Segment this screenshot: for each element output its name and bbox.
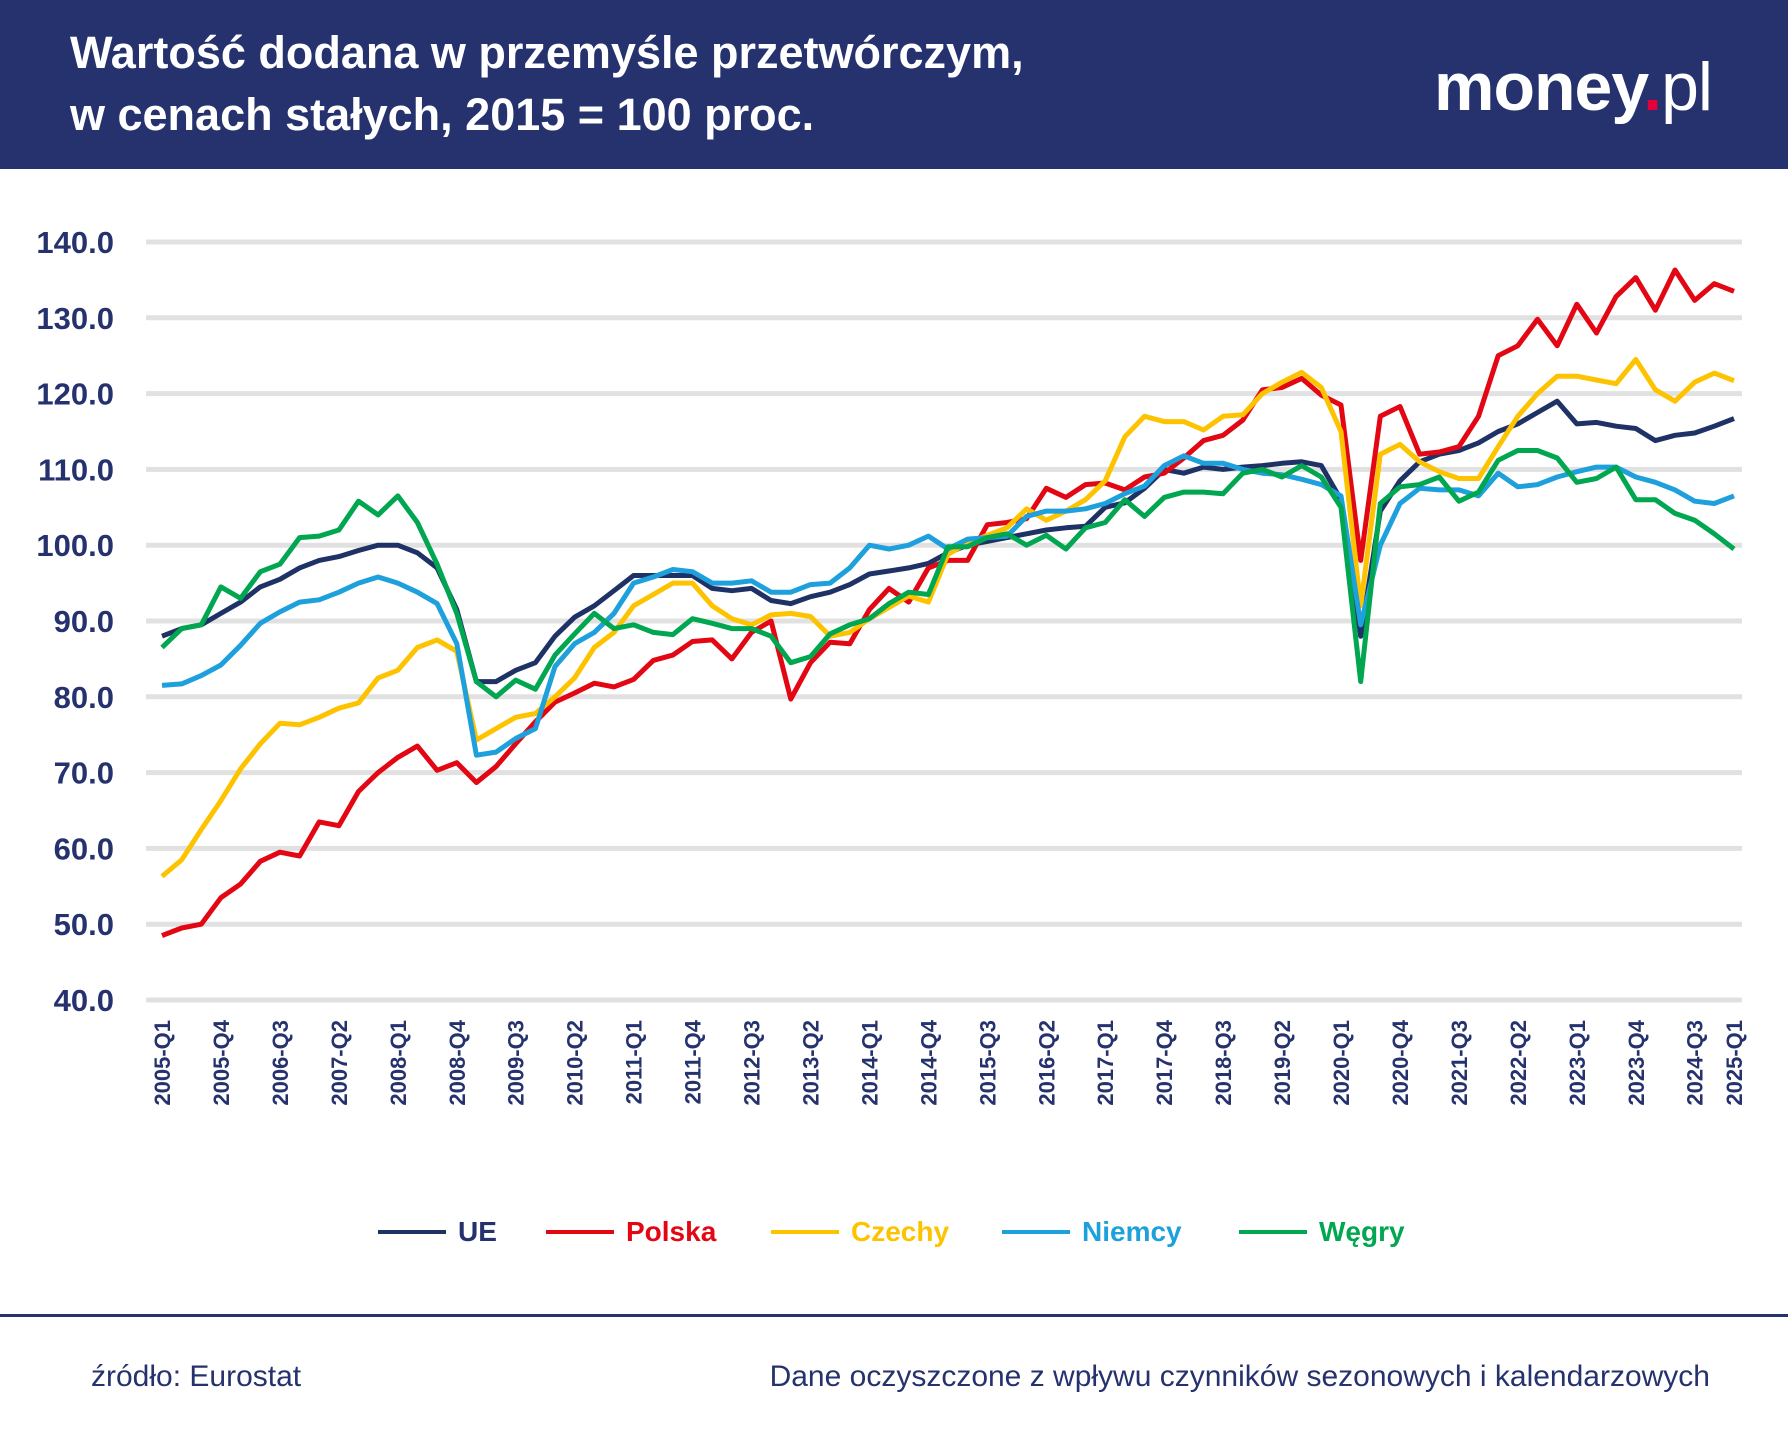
- x-tick-label: 2020-Q4: [1388, 1019, 1413, 1105]
- x-tick-label: 2005-Q1: [150, 1020, 175, 1106]
- x-tick-label: 2025-Q1: [1722, 1020, 1747, 1106]
- x-tick-label: 2018-Q3: [1211, 1020, 1236, 1106]
- y-tick-label: 110.0: [38, 452, 114, 487]
- legend-label: Węgry: [1319, 1216, 1405, 1247]
- y-tick-label: 140.0: [36, 225, 114, 260]
- y-tick-label: 120.0: [36, 377, 114, 412]
- x-tick-label: 2021-Q3: [1447, 1020, 1472, 1106]
- x-tick-label: 2024-Q3: [1683, 1020, 1708, 1106]
- series-line-niemcy: [161, 453, 1735, 758]
- legend-swatch: [378, 1230, 446, 1234]
- y-tick-label: 70.0: [54, 756, 114, 791]
- title-line-1: Wartość dodana w przemyśle przetwórczym,: [70, 27, 1024, 78]
- chart-title: Wartość dodana w przemyśle przetwórczym,…: [70, 22, 1024, 146]
- x-tick-label: 2010-Q2: [563, 1020, 588, 1106]
- y-tick-label: 100.0: [36, 528, 114, 563]
- x-tick-label: 2020-Q1: [1329, 1020, 1354, 1106]
- x-tick-label: 2013-Q2: [798, 1020, 823, 1106]
- legend-item-niemcy: Niemcy: [1002, 1216, 1182, 1248]
- legend-item-ue: UE: [378, 1216, 497, 1248]
- x-tick-label: 2022-Q2: [1506, 1020, 1531, 1106]
- legend-label: Polska: [626, 1216, 717, 1247]
- footer-divider: [0, 1314, 1788, 1317]
- legend-label: Niemcy: [1082, 1216, 1182, 1247]
- y-tick-label: 40.0: [54, 983, 114, 1018]
- legend-swatch: [1002, 1230, 1070, 1234]
- x-tick-label: 2023-Q4: [1624, 1019, 1649, 1105]
- x-tick-label: 2011-Q1: [622, 1020, 647, 1104]
- x-tick-label: 2008-Q4: [445, 1019, 470, 1105]
- title-line-2: w cenach stałych, 2015 = 100 proc.: [70, 89, 815, 140]
- x-tick-label: 2006-Q3: [268, 1020, 293, 1106]
- x-tick-label: 2016-Q2: [1034, 1020, 1059, 1106]
- y-tick-label: 60.0: [54, 831, 114, 866]
- x-tick-label: 2023-Q1: [1565, 1020, 1590, 1106]
- x-tick-label: 2015-Q3: [975, 1020, 1000, 1106]
- x-tick-label: 2007-Q2: [327, 1020, 352, 1106]
- x-tick-label: 2009-Q3: [504, 1020, 529, 1106]
- legend-label: UE: [458, 1216, 497, 1247]
- legend-item-polska: Polska: [546, 1216, 716, 1248]
- legend-label: Czechy: [851, 1216, 950, 1247]
- header-banner: Wartość dodana w przemyśle przetwórczym,…: [0, 0, 1788, 169]
- series-line-węgry: [160, 448, 1736, 700]
- y-tick-label: 90.0: [54, 604, 114, 639]
- legend-swatch: [1239, 1230, 1307, 1234]
- x-tick-label: 2014-Q1: [857, 1020, 882, 1106]
- legend-item-węgry: Węgry: [1239, 1216, 1405, 1248]
- legend: UE Polska Czechy Niemcy Węgry: [0, 1216, 1788, 1256]
- series-line-polska: [161, 267, 1735, 938]
- x-tick-label: 2011-Q4: [681, 1019, 706, 1104]
- legend-swatch: [771, 1230, 839, 1234]
- source-note: źródło: Eurostat: [91, 1360, 302, 1393]
- x-tick-label: 2014-Q4: [916, 1019, 941, 1105]
- legend-swatch: [546, 1230, 614, 1234]
- y-tick-label: 130.0: [36, 301, 114, 336]
- legend-item-czechy: Czechy: [771, 1216, 949, 1248]
- x-tick-label: 2012-Q3: [740, 1020, 765, 1106]
- adjustment-note: Dane oczyszczone z wpływu czynników sezo…: [769, 1360, 1710, 1393]
- line-chart: 40.0 50.0 60.0 70.0 80.0 90.0 100.0 110.0 120.0 1…: [36, 225, 1747, 1106]
- x-tick-label: 2019-Q2: [1270, 1020, 1295, 1106]
- series-line-czechy: [160, 357, 1735, 879]
- x-tick-label: 2008-Q1: [386, 1020, 411, 1106]
- y-tick-label: 50.0: [54, 907, 114, 942]
- x-tick-label: 2005-Q4: [209, 1019, 234, 1105]
- x-tick-label: 2017-Q4: [1152, 1019, 1177, 1105]
- x-tick-label: 2017-Q1: [1093, 1020, 1118, 1106]
- y-tick-label: 80.0: [54, 680, 114, 715]
- money-pl-logo: money.pl: [1434, 49, 1713, 125]
